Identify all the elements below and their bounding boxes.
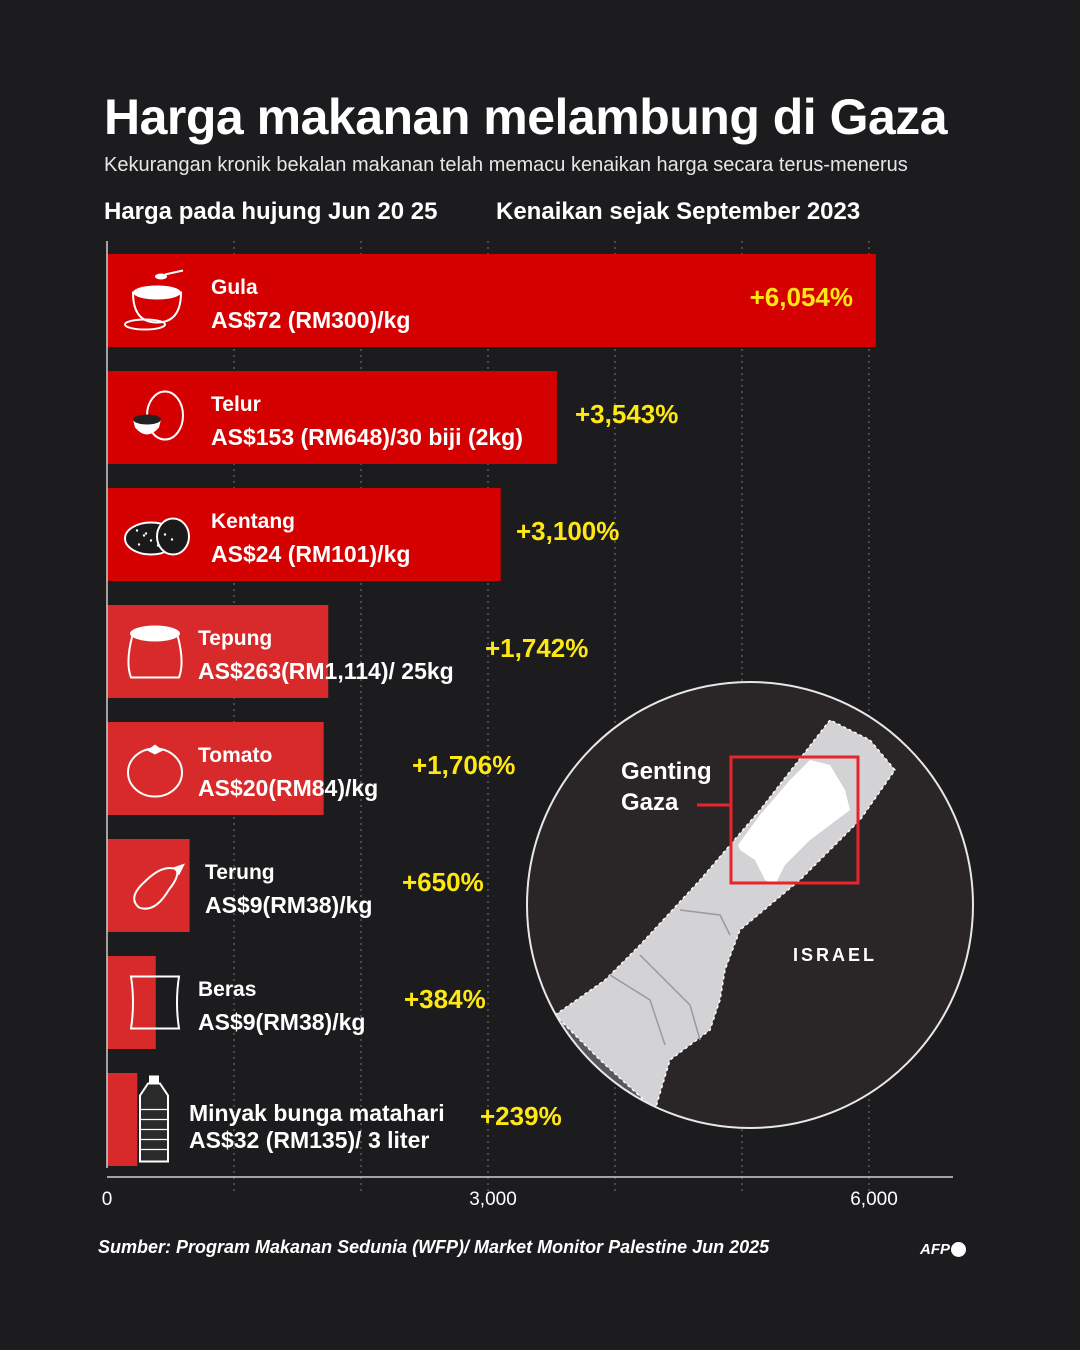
map-label-genting: Genting [621, 758, 712, 785]
afp-logo: AFP [920, 1241, 966, 1258]
bar-value-label: +3,100% [516, 516, 619, 546]
bar-price-label: AS$24 (RM101)/kg [211, 541, 410, 567]
gaza-strip-shape [738, 760, 850, 885]
region-border-2 [679, 909, 731, 936]
map-circle-border [526, 681, 974, 1129]
bar-row: Tomato AS$20(RM84)/kg +1,706% [107, 722, 515, 815]
rice-bag-icon [129, 975, 181, 1030]
bar-price-label: AS$32 (RM135)/ 3 liter [189, 1127, 429, 1153]
eggplant-icon [133, 863, 185, 910]
map-label-gaza: Gaza [621, 789, 679, 816]
bar-row: Gula AS$72 (RM300)/kg +6,054% [107, 254, 876, 347]
x-tick-label: 6,000 [850, 1189, 898, 1210]
bar-price-label: AS$72 (RM300)/kg [211, 307, 410, 333]
bar-price-label: AS$153 (RM648)/30 biji (2kg) [211, 424, 523, 450]
bar-value-label: +1,742% [485, 633, 588, 663]
source-note: Sumber: Program Makanan Sedunia (WFP)/ M… [98, 1237, 770, 1257]
bar-category-label: Minyak bunga matahari [189, 1100, 445, 1126]
price-column-header: Harga pada hujung Jun 20 25 [104, 198, 438, 225]
chart-title: Harga makanan melambung di Gaza [104, 89, 948, 145]
increase-column-header: Kenaikan sejak September 2023 [496, 198, 861, 225]
bar-category-label: Gula [211, 276, 258, 299]
bar-category-label: Tomato [198, 744, 272, 767]
bar [107, 605, 329, 698]
bar-row: Kentang AS$24 (RM101)/kg +3,100% [107, 488, 619, 581]
bar [107, 254, 876, 347]
x-tick-label: 0 [102, 1189, 113, 1210]
bar-row: Tepung AS$263(RM1,114)/ 25kg +1,742% [107, 605, 588, 698]
x-tick-label: 3,000 [469, 1189, 517, 1210]
bar-price-label: AS$9(RM38)/kg [198, 1009, 365, 1035]
region-border-3 [639, 954, 701, 1041]
bar-price-label: AS$20(RM84)/kg [198, 775, 378, 801]
bar-category-label: Kentang [211, 510, 295, 533]
bar-row: Beras AS$9(RM38)/kg +384% [107, 956, 486, 1049]
bar-value-label: +384% [404, 984, 486, 1014]
bar-category-label: Telur [211, 393, 261, 416]
bar [107, 839, 190, 932]
bars: Gula AS$72 (RM300)/kg +6,054% Telur AS$153 (… [107, 254, 876, 1166]
bar [107, 1073, 138, 1166]
bar-price-label: AS$263(RM1,114)/ 25kg [198, 658, 454, 684]
sugar-bowl-icon [124, 269, 184, 331]
bar [107, 371, 557, 464]
bar-value-label: +6,054% [750, 282, 853, 312]
bar-value-label: +1,706% [412, 750, 515, 780]
egg-icon [133, 390, 184, 441]
gaza-highlight-box [729, 755, 860, 885]
gaza-map: Genting Gaza ISRAEL [526, 681, 974, 1129]
x-axis: 0 3,000 6,000 [102, 241, 953, 1210]
bar-row: Terung AS$9(RM38)/kg +650% [107, 839, 484, 932]
afp-logo-dot [951, 1242, 966, 1257]
bar-category-label: Terung [205, 861, 275, 884]
bar-value-label: +650% [402, 867, 484, 897]
region-border-1 [609, 974, 666, 1046]
tomato-icon [127, 744, 183, 798]
oil-bottle-icon [139, 1075, 169, 1163]
bar-category-label: Beras [198, 978, 256, 1001]
price-increase-chart: Genting Gaza ISRAEL Gula AS$72 (RM300)/kg… [102, 241, 974, 1210]
bar-value-label: +239% [480, 1101, 562, 1131]
chart-subtitle: Kekurangan kronik bekalan makanan telah … [104, 154, 908, 176]
potato-icon [124, 517, 190, 556]
bar-category-label: Tepung [198, 627, 272, 650]
bar-row: Telur AS$153 (RM648)/30 biji (2kg) +3,543% [107, 371, 678, 464]
bar-value-label: +3,543% [575, 399, 678, 429]
map-label-israel: ISRAEL [793, 945, 877, 965]
afp-logo-text: AFP [920, 1241, 950, 1258]
bar [107, 956, 156, 1049]
flour-sack-icon [127, 625, 183, 679]
bar-price-label: AS$9(RM38)/kg [205, 892, 372, 918]
bar [107, 722, 324, 815]
